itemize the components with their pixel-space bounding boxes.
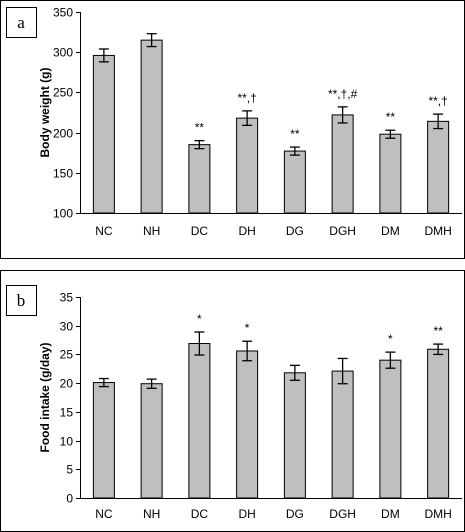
- bar-dc: [188, 343, 211, 499]
- x-tick-label: DG: [286, 224, 304, 238]
- significance-label: *: [197, 312, 202, 326]
- bar-nh: [140, 383, 163, 499]
- significance-label: **: [290, 127, 300, 141]
- panel-label-box: [6, 285, 37, 316]
- bar-nh: [140, 39, 163, 214]
- x-tick-label: NC: [95, 224, 113, 238]
- y-tick-label: 250: [53, 86, 73, 100]
- bar-dh: [236, 350, 259, 499]
- significance-label: **,†: [237, 91, 256, 105]
- bar-dgh: [331, 370, 354, 499]
- y-tick-label: 350: [53, 6, 73, 20]
- x-tick-label: DC: [191, 224, 209, 238]
- significance-label: **,†,#: [328, 87, 358, 101]
- bar-dg: [283, 150, 306, 214]
- significance-label: **: [195, 121, 205, 135]
- x-tick-label: DC: [191, 507, 209, 521]
- y-tick-label: 150: [53, 167, 73, 181]
- bar-dm: [379, 359, 402, 499]
- bar-dh: [236, 117, 259, 214]
- x-tick-label: DH: [238, 507, 255, 521]
- panel-b-food-intake: b 0 5 10 15 20 25 30 35 Food intake (g/day) NC NH * D…: [0, 270, 465, 532]
- bar-nc: [92, 382, 115, 499]
- y-tick-label: 10: [60, 435, 74, 449]
- significance-label: **: [386, 110, 396, 124]
- x-tick-label: DMH: [424, 507, 451, 521]
- y-tick-label: 5: [66, 463, 73, 477]
- y-axis-title: Food intake (g/day): [38, 342, 52, 452]
- y-tick-label: 100: [53, 207, 73, 221]
- bar-dg: [283, 372, 306, 499]
- panel-label: a: [17, 13, 25, 32]
- y-tick-label: 35: [60, 291, 74, 305]
- x-tick-label: DGH: [329, 224, 356, 238]
- x-tick-label: DH: [238, 224, 255, 238]
- y-tick-label: 300: [53, 46, 73, 60]
- x-tick-label: DG: [286, 507, 304, 521]
- y-tick-label: 20: [60, 377, 74, 391]
- x-tick-label: NH: [143, 507, 160, 521]
- panel-label: b: [17, 291, 26, 310]
- bar-dc: [188, 144, 211, 214]
- significance-label: **: [433, 324, 443, 338]
- x-tick-label: DMH: [424, 224, 451, 238]
- bar-dmh: [427, 348, 450, 499]
- y-axis-title: Body weight (g): [38, 68, 52, 158]
- significance-label: **,†: [428, 94, 447, 108]
- y-tick-label: 15: [60, 406, 74, 420]
- significance-label: *: [245, 321, 250, 335]
- y-tick-label: 30: [60, 320, 74, 334]
- x-tick-label: DM: [381, 224, 400, 238]
- bar-dm: [379, 133, 402, 214]
- x-tick-label: DM: [381, 507, 400, 521]
- bar-nc: [92, 54, 115, 214]
- y-tick-label: 200: [53, 127, 73, 141]
- y-tick-label: 0: [66, 492, 73, 506]
- bar-dmh: [427, 120, 450, 214]
- bar-dgh: [331, 114, 354, 214]
- x-tick-label: NC: [95, 507, 113, 521]
- panel-a-body-weight: a 100 150 200 250 300 350 Body weight (g) NC NH **…: [0, 0, 465, 259]
- x-tick-label: NH: [143, 224, 160, 238]
- x-tick-label: DGH: [329, 507, 356, 521]
- significance-label: *: [388, 332, 393, 346]
- y-tick-label: 25: [60, 348, 74, 362]
- panel-label-box: [6, 7, 37, 38]
